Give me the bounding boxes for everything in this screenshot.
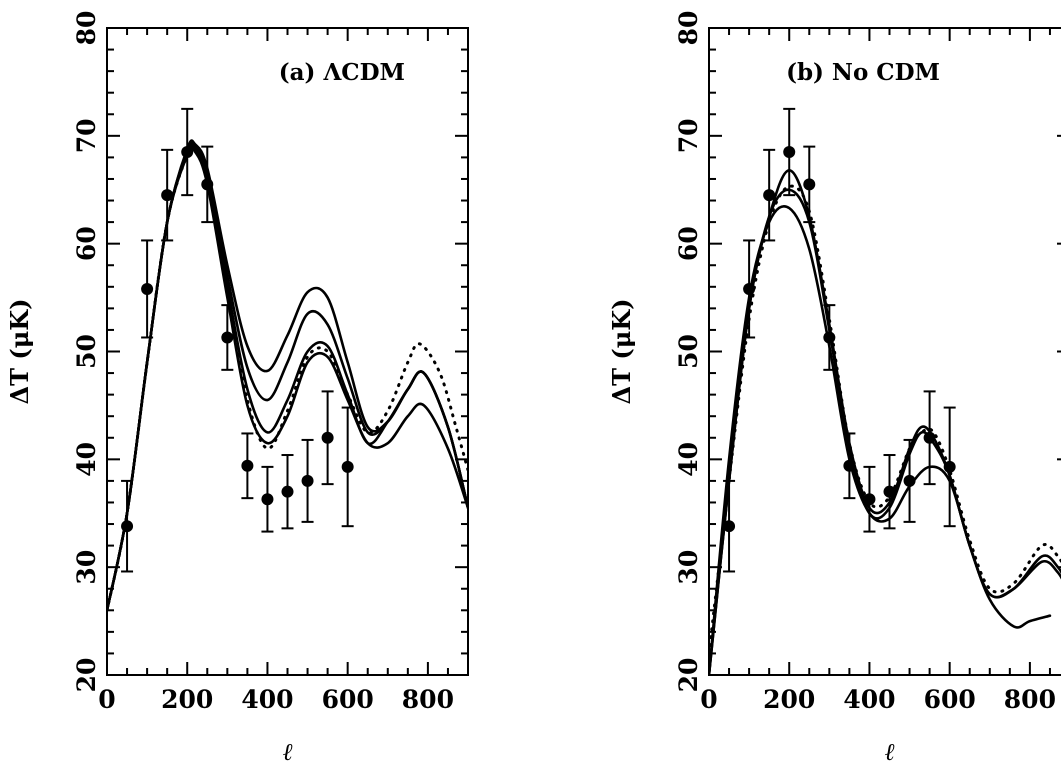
y-tick-label: 50 bbox=[674, 334, 703, 369]
x-tick-label: 800 bbox=[1004, 685, 1056, 714]
x-tick-label: 0 bbox=[98, 685, 115, 714]
data-point bbox=[743, 282, 756, 295]
data-point bbox=[261, 493, 274, 506]
x-tick-label: 600 bbox=[924, 685, 976, 714]
data-point bbox=[121, 520, 134, 533]
data-point bbox=[161, 189, 174, 202]
x-tick-label: 0 bbox=[700, 685, 717, 714]
y-tick-label: 80 bbox=[674, 11, 703, 46]
x-tick-label: 200 bbox=[763, 685, 815, 714]
y-tick-label: 30 bbox=[72, 550, 101, 585]
data-point bbox=[221, 331, 234, 344]
x-axis-title: ℓ bbox=[283, 737, 293, 766]
y-tick-label: 70 bbox=[72, 118, 101, 153]
plot-frame bbox=[708, 27, 1061, 676]
data-point bbox=[181, 146, 194, 159]
data-point bbox=[803, 178, 816, 191]
plot-frame bbox=[106, 27, 469, 676]
x-tick-label: 600 bbox=[322, 685, 374, 714]
panel-b: 0 200 400 600 800 20 30 40 50 60 70 80 ΔT (μK) ℓ (b) N… bbox=[607, 11, 1061, 766]
panel-a: 0 200 400 600 800 20 30 40 50 60 70 80 ΔT (μK) ℓ (a) Λ… bbox=[5, 11, 469, 766]
data-point bbox=[883, 485, 896, 498]
curves bbox=[107, 139, 468, 612]
y-tick-label: 40 bbox=[72, 442, 101, 477]
data-point bbox=[723, 520, 736, 533]
solid-model-curve bbox=[709, 188, 1061, 675]
y-tick-label: 60 bbox=[72, 226, 101, 261]
y-axis-title: ΔT (μK) bbox=[5, 299, 34, 405]
data-point bbox=[783, 146, 796, 159]
data-point bbox=[281, 485, 294, 498]
data-point bbox=[301, 474, 314, 487]
data-point bbox=[823, 331, 836, 344]
data-point bbox=[241, 459, 254, 472]
x-tick-label: 200 bbox=[161, 685, 213, 714]
solid-model-curve bbox=[107, 143, 468, 612]
data-point bbox=[843, 459, 856, 472]
curves bbox=[709, 169, 1061, 675]
data-point bbox=[923, 431, 936, 444]
y-axis-title: ΔT (μK) bbox=[607, 299, 636, 405]
x-axis-title: ℓ bbox=[885, 737, 895, 766]
y-tick-label: 60 bbox=[674, 226, 703, 261]
y-tick-label: 20 bbox=[72, 658, 101, 693]
data-point bbox=[903, 474, 916, 487]
data-point bbox=[943, 460, 956, 473]
x-tick-label: 400 bbox=[843, 685, 895, 714]
data-point bbox=[141, 282, 154, 295]
y-tick-label: 70 bbox=[674, 118, 703, 153]
x-tick-label: 400 bbox=[241, 685, 293, 714]
x-tick-label: 800 bbox=[402, 685, 454, 714]
y-tick-label: 80 bbox=[72, 11, 101, 46]
solid-model-curve bbox=[107, 139, 468, 612]
data-point bbox=[863, 493, 876, 506]
data-point bbox=[763, 189, 776, 202]
y-tick-label: 50 bbox=[72, 334, 101, 369]
data-point bbox=[201, 178, 214, 191]
data-point bbox=[321, 431, 334, 444]
y-tick-label: 20 bbox=[674, 658, 703, 693]
data-point bbox=[341, 460, 354, 473]
dotted-model-curve bbox=[709, 184, 1061, 655]
y-tick-label: 40 bbox=[674, 442, 703, 477]
solid-model-curve bbox=[709, 204, 1052, 675]
panel-title: (b) No CDM bbox=[786, 59, 940, 86]
panel-title: (a) ΛCDM bbox=[279, 59, 405, 86]
y-tick-label: 30 bbox=[674, 550, 703, 585]
